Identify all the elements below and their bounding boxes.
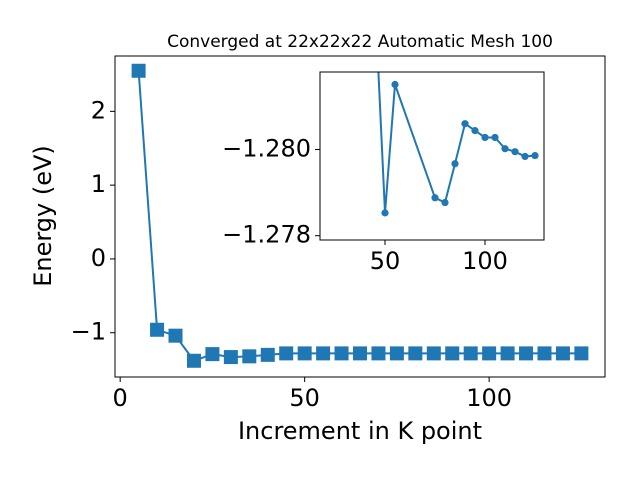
marker — [205, 347, 220, 362]
marker — [555, 346, 570, 361]
marker — [389, 346, 404, 361]
marker — [501, 145, 509, 153]
x-tick-label: 50 — [289, 384, 320, 412]
marker — [371, 346, 386, 361]
marker — [463, 346, 478, 361]
axes-frame — [319, 71, 545, 241]
marker — [482, 346, 497, 361]
marker — [297, 346, 312, 361]
marker — [451, 160, 459, 168]
marker — [186, 353, 201, 368]
plot-group — [131, 63, 589, 368]
chart-title: Converged at 22x22x22 Automatic Mesh 100 — [167, 32, 553, 52]
marker — [408, 346, 423, 361]
marker — [426, 346, 441, 361]
plot-group — [377, 72, 539, 217]
y-tick-label: 0 — [91, 244, 106, 272]
marker — [334, 346, 349, 361]
marker — [242, 349, 257, 364]
marker — [150, 322, 165, 337]
y-tick-label: −1.280 — [222, 135, 311, 163]
marker — [521, 152, 529, 161]
plot-area — [320, 72, 544, 240]
marker — [168, 328, 183, 343]
marker — [223, 350, 238, 365]
x-tick-label: 50 — [370, 247, 401, 275]
axes-frame — [114, 55, 606, 378]
marker — [537, 346, 552, 361]
x-tick-label: 100 — [466, 384, 512, 412]
y-axis-label: Energy (eV) — [29, 145, 57, 287]
marker — [260, 347, 275, 362]
marker — [519, 346, 534, 361]
marker — [445, 346, 460, 361]
marker — [431, 194, 439, 202]
marker — [353, 346, 367, 361]
marker — [279, 346, 294, 361]
marker — [531, 151, 539, 160]
y-tick-label: 1 — [91, 170, 106, 198]
x-axis-label: Increment in K point — [238, 417, 482, 445]
marker — [381, 209, 389, 217]
marker — [391, 80, 399, 89]
marker — [131, 63, 146, 78]
marker — [574, 346, 589, 361]
y-tick-label: 2 — [91, 96, 106, 124]
marker — [441, 198, 449, 207]
y-tick-label: −1.278 — [222, 221, 311, 249]
marker — [511, 148, 519, 156]
marker — [461, 120, 469, 128]
x-tick-label: 100 — [462, 247, 508, 275]
marker — [471, 126, 479, 135]
marker — [491, 133, 499, 142]
marker — [500, 346, 515, 361]
x-tick-label: 0 — [113, 384, 128, 412]
marker — [481, 133, 489, 142]
marker — [316, 346, 331, 361]
y-tick-label: −1 — [71, 318, 106, 346]
